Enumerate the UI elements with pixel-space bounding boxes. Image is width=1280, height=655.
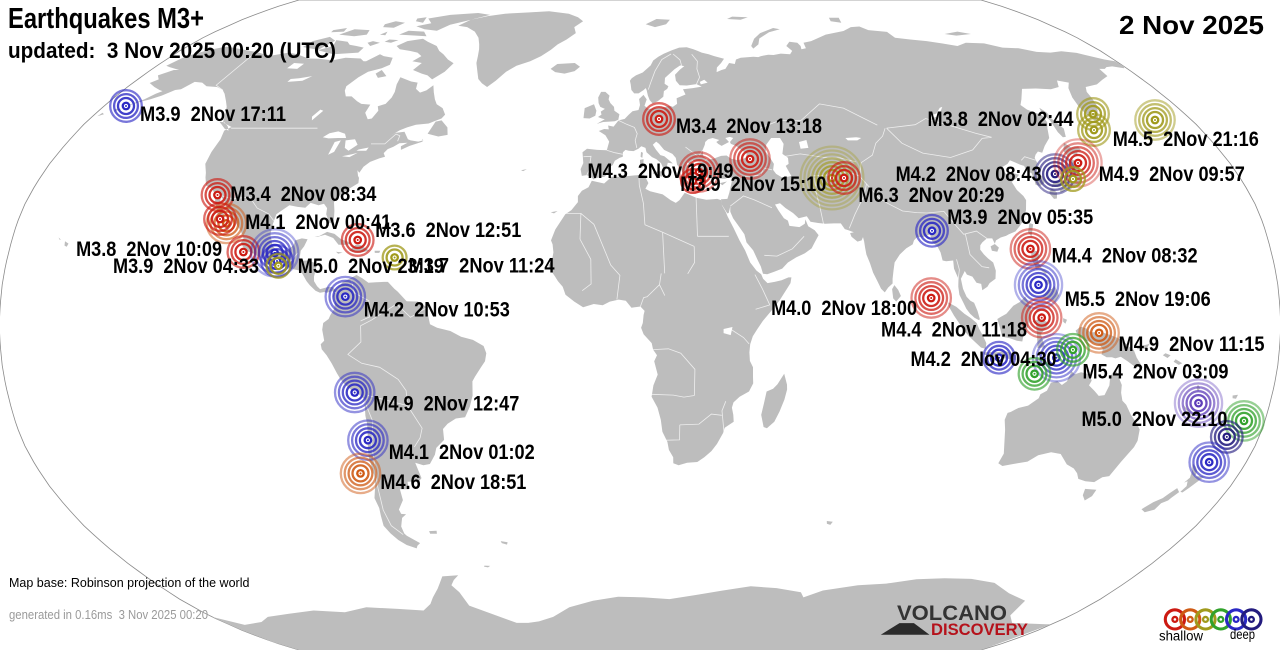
svg-text:M3.7 2Nov 11:24: M3.7 2Nov 11:24	[409, 254, 555, 277]
svg-text:M4.3 2Nov 19:49: M4.3 2Nov 19:49	[588, 160, 734, 183]
svg-text:M3.9 2Nov 04:33: M3.9 2Nov 04:33	[113, 255, 259, 278]
svg-text:M4.2 2Nov 08:43: M4.2 2Nov 08:43	[896, 163, 1042, 186]
svg-text:M3.4 2Nov 08:34: M3.4 2Nov 08:34	[230, 183, 376, 206]
svg-text:VOLCANO: VOLCANO	[897, 602, 1007, 625]
svg-text:M5.4 2Nov 03:09: M5.4 2Nov 03:09	[1083, 361, 1229, 384]
svg-text:M4.2 2Nov 04:30: M4.2 2Nov 04:30	[911, 348, 1057, 371]
svg-text:M3.4 2Nov 13:18: M3.4 2Nov 13:18	[676, 115, 822, 138]
svg-text:M4.9 2Nov 12:47: M4.9 2Nov 12:47	[373, 392, 519, 415]
svg-text:Map base: Robinson projection: Map base: Robinson projection of the wor…	[9, 576, 249, 590]
svg-text:M3.6 2Nov 12:51: M3.6 2Nov 12:51	[375, 219, 521, 242]
svg-text:M4.9 2Nov 11:15: M4.9 2Nov 11:15	[1119, 333, 1265, 356]
svg-text:M4.1 2Nov 00:41: M4.1 2Nov 00:41	[245, 211, 391, 234]
svg-text:M6.3 2Nov 20:29: M6.3 2Nov 20:29	[858, 184, 1004, 207]
svg-text:updated: 3 Nov 2025 00:20 (UT: updated: 3 Nov 2025 00:20 (UTC)	[8, 38, 336, 63]
svg-text:M4.6 2Nov 18:51: M4.6 2Nov 18:51	[380, 471, 526, 494]
svg-text:M4.1 2Nov 01:02: M4.1 2Nov 01:02	[389, 441, 535, 464]
svg-text:M4.0 2Nov 18:00: M4.0 2Nov 18:00	[771, 297, 917, 320]
svg-text:M5.0 2Nov 22:10: M5.0 2Nov 22:10	[1082, 408, 1228, 431]
svg-text:M4.5 2Nov 21:16: M4.5 2Nov 21:16	[1113, 128, 1259, 151]
svg-text:deep: deep	[1230, 627, 1255, 642]
svg-text:M3.9 2Nov 05:35: M3.9 2Nov 05:35	[947, 206, 1093, 229]
svg-text:shallow: shallow	[1159, 629, 1203, 644]
svg-text:M3.8 2Nov 10:09: M3.8 2Nov 10:09	[76, 238, 222, 261]
svg-text:M3.9 2Nov 17:11: M3.9 2Nov 17:11	[140, 103, 286, 126]
svg-text:M5.0 2Nov 23:19: M5.0 2Nov 23:19	[298, 255, 444, 278]
svg-text:M4.2 2Nov 10:53: M4.2 2Nov 10:53	[364, 299, 510, 322]
svg-text:2 Nov 2025: 2 Nov 2025	[1119, 10, 1264, 40]
svg-text:Earthquakes M3+: Earthquakes M3+	[8, 3, 204, 35]
svg-text:M5.5 2Nov 19:06: M5.5 2Nov 19:06	[1065, 288, 1211, 311]
svg-text:M4.4 2Nov 11:18: M4.4 2Nov 11:18	[881, 318, 1027, 341]
svg-text:M4.4 2Nov 08:32: M4.4 2Nov 08:32	[1052, 245, 1198, 268]
svg-text:M4.9 2Nov 09:57: M4.9 2Nov 09:57	[1099, 163, 1245, 186]
svg-text:M3.9 2Nov 15:10: M3.9 2Nov 15:10	[680, 173, 826, 196]
svg-text:M3.8 2Nov 02:44: M3.8 2Nov 02:44	[928, 108, 1074, 131]
svg-text:DISCOVERY: DISCOVERY	[931, 620, 1029, 639]
svg-text:generated in 0.16ms 3 Nov 202: generated in 0.16ms 3 Nov 2025 00:20	[9, 608, 208, 622]
